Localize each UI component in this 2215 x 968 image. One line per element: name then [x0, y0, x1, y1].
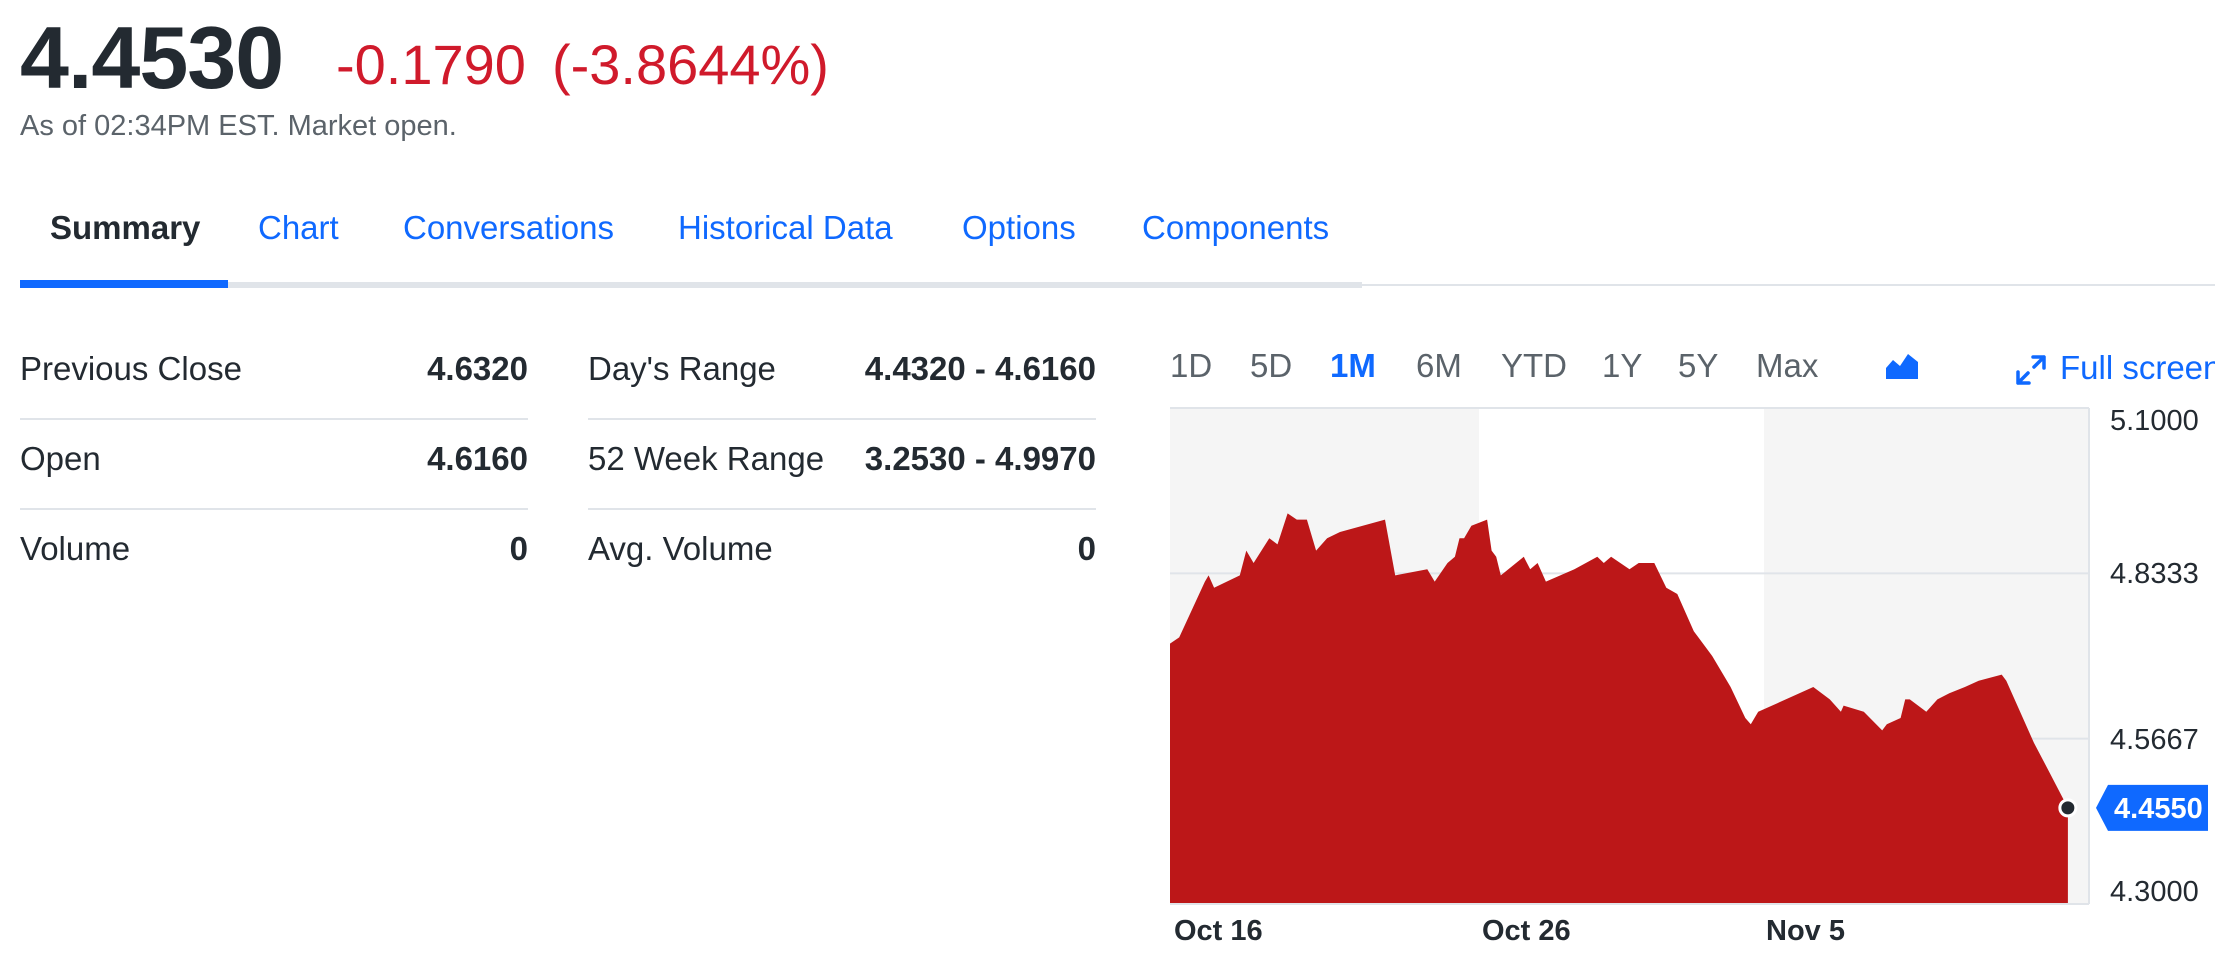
stat-value: 0	[509, 530, 528, 567]
range-max[interactable]: Max	[1756, 347, 1819, 384]
stat-row-days-range: Day's Range 4.4320 - 4.6160	[588, 330, 1096, 420]
quote-change: -0.1790 (-3.8644%)	[336, 30, 855, 100]
price-area	[1170, 513, 2068, 904]
quote-change-value: -0.1790	[336, 33, 526, 96]
stat-label: Avg. Volume	[588, 530, 773, 567]
tab-historical-data[interactable]: Historical Data	[678, 209, 893, 246]
stat-value: 4.6320	[427, 350, 528, 387]
stat-label: Previous Close	[20, 350, 242, 387]
tab-divider	[1362, 284, 2215, 286]
tab-conversations[interactable]: Conversations	[403, 209, 614, 246]
stat-label: Day's Range	[588, 350, 776, 387]
stats-right: Day's Range 4.4320 - 4.6160 52 Week Rang…	[588, 330, 1096, 600]
y-tick-label: 4.5667	[2110, 724, 2199, 756]
quote-change-percent: (-3.8644%)	[551, 33, 829, 96]
stat-label: 52 Week Range	[588, 440, 825, 477]
full-screen-button[interactable]: Full screen	[2014, 338, 2215, 398]
range-1d[interactable]: 1D	[1170, 347, 1213, 384]
stat-value: 0	[1077, 530, 1096, 567]
chart-range-selector: 1D 5D 1M 6M YTD 1Y 5Y Max Full screen	[1170, 338, 2215, 394]
tab-chart[interactable]: Chart	[258, 209, 339, 246]
range-5d[interactable]: 5D	[1250, 347, 1293, 384]
x-tick-label: Oct 16	[1174, 915, 1263, 947]
current-price-marker	[2058, 798, 2078, 818]
range-1y[interactable]: 1Y	[1602, 347, 1643, 384]
stat-row-previous-close: Previous Close 4.6320	[20, 330, 528, 420]
tab-summary[interactable]: Summary	[50, 209, 201, 246]
current-price-label: 4.4550	[2114, 793, 2203, 825]
range-5y[interactable]: 5Y	[1678, 347, 1719, 384]
stat-row-avg-volume: Avg. Volume 0	[588, 510, 1096, 600]
tab-underline	[228, 282, 1362, 288]
stat-label: Volume	[20, 530, 131, 567]
area-chart-icon[interactable]	[1884, 346, 1920, 387]
tab-options[interactable]: Options	[962, 209, 1076, 246]
price-chart[interactable]: 5.1000 4.8333 4.5667 4.3000 Oct 16 Oct 2…	[1160, 400, 2215, 968]
tab-components[interactable]: Components	[1142, 209, 1330, 246]
tab-active-indicator	[20, 280, 228, 288]
y-tick-label: 5.1000	[2110, 405, 2199, 437]
stat-row-open: Open 4.6160	[20, 420, 528, 510]
stat-row-52-week-range: 52 Week Range 3.2530 - 4.9970	[588, 420, 1096, 510]
y-tick-label: 4.8333	[2110, 558, 2199, 590]
range-6m[interactable]: 6M	[1416, 347, 1462, 384]
stat-value: 3.2530 - 4.9970	[864, 440, 1096, 477]
current-price-badge	[2096, 784, 2208, 831]
stat-label: Open	[20, 440, 101, 477]
range-ytd[interactable]: YTD	[1501, 347, 1567, 384]
range-1m[interactable]: 1M	[1330, 347, 1376, 384]
stats-left: Previous Close 4.6320 Open 4.6160 Volume…	[20, 330, 528, 600]
x-tick-label: Nov 5	[1766, 915, 1845, 947]
stat-row-volume: Volume 0	[20, 510, 528, 600]
stat-value: 4.6160	[427, 440, 528, 477]
expand-icon	[2016, 355, 2046, 386]
quote-price: 4.4530	[20, 8, 284, 107]
quote-timestamp: As of 02:34PM EST. Market open.	[20, 110, 457, 142]
y-tick-label: 4.3000	[2110, 876, 2199, 908]
stat-value: 4.4320 - 4.6160	[864, 350, 1096, 387]
x-tick-label: Oct 26	[1482, 915, 1571, 947]
full-screen-label: Full screen	[2060, 349, 2215, 386]
